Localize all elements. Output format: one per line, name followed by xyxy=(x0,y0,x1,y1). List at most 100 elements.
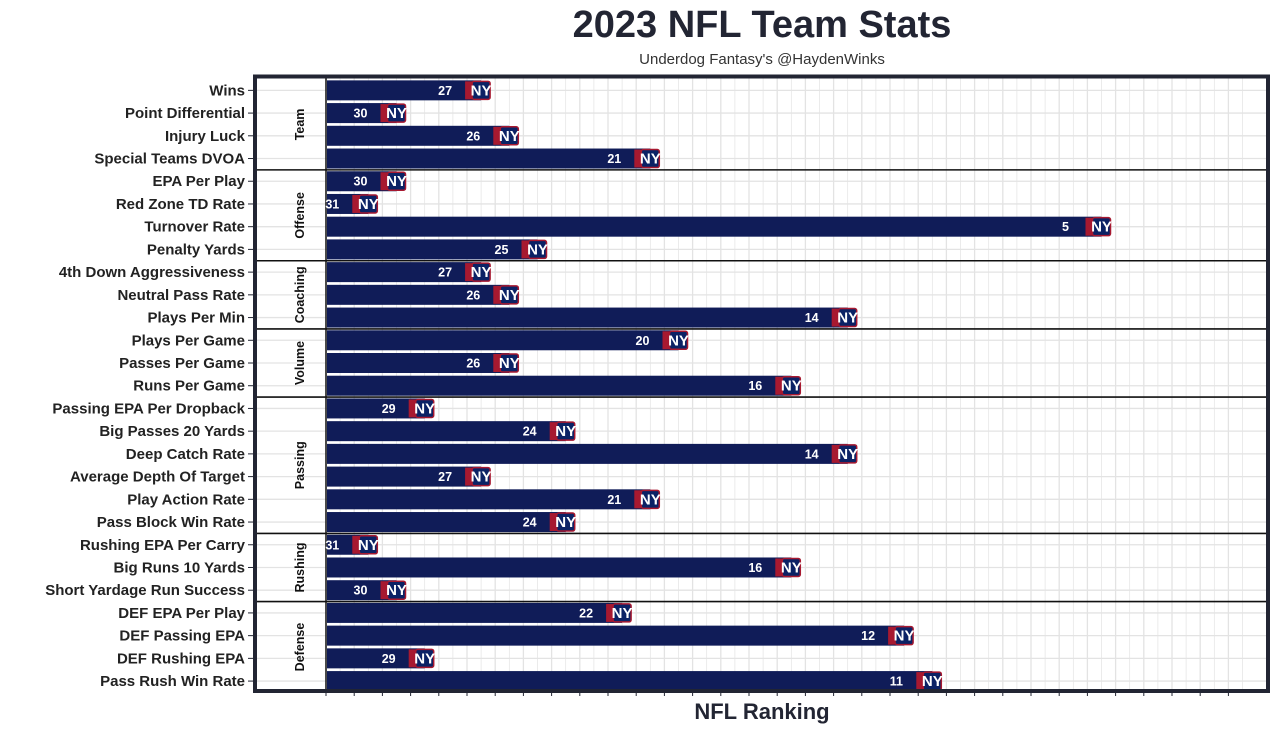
team-logo-icon: NY xyxy=(831,444,858,464)
team-logo-icon: NY xyxy=(831,307,858,328)
bar-value-label: 25 xyxy=(495,243,509,257)
bar-value-label: 31 xyxy=(325,538,339,552)
team-logo-text: NY xyxy=(386,105,407,122)
chart-title: 2023 NFL Team Stats xyxy=(573,4,952,46)
group-separators xyxy=(255,169,1268,603)
bar-value-label: 24 xyxy=(523,425,537,439)
team-logo-icon: NY xyxy=(465,466,492,487)
group-label: Passing xyxy=(293,441,307,489)
bar-value-label: 27 xyxy=(438,470,452,484)
bar-value-label: 31 xyxy=(325,197,339,211)
category-label: Neutral Pass Rate xyxy=(117,287,245,304)
team-logo-text: NY xyxy=(358,537,379,554)
category-label: Passing EPA Per Dropback xyxy=(52,400,245,417)
team-logo-text: NY xyxy=(894,628,915,645)
x-axis-label: NFL Ranking xyxy=(694,699,829,724)
team-logo-icon: NY xyxy=(408,398,435,419)
team-logo-icon: NY xyxy=(606,603,633,623)
group-label: Offense xyxy=(293,192,307,239)
category-label: Big Passes 20 Yards xyxy=(99,423,245,440)
category-label: Penalty Yards xyxy=(147,241,245,258)
category-label: DEF Passing EPA xyxy=(119,628,245,645)
team-logo-text: NY xyxy=(781,378,802,395)
bar xyxy=(327,625,905,646)
bar-value-label: 5 xyxy=(1062,220,1069,234)
bar xyxy=(327,398,425,419)
group-label: Defense xyxy=(293,623,307,672)
bar-value-label: 30 xyxy=(354,175,368,189)
team-logo-icon: NY xyxy=(634,148,661,169)
bar-value-label: 26 xyxy=(466,288,480,302)
team-logo-text: NY xyxy=(358,196,379,213)
category-labels: Wins Point Differential Injury Luck Special… xyxy=(45,82,245,690)
team-logo-icon: NY xyxy=(1085,216,1112,237)
team-logo-icon: NY xyxy=(521,239,548,260)
bar xyxy=(327,671,933,692)
bar-value-label: 22 xyxy=(579,606,593,620)
bar xyxy=(327,353,510,373)
team-logo-text: NY xyxy=(922,673,943,690)
team-logo-icon: NY xyxy=(916,671,943,691)
group-strip: Team Offense Coaching Volume Passing Rushing D… xyxy=(293,78,327,689)
team-logo-text: NY xyxy=(386,173,407,190)
team-logo-text: NY xyxy=(640,491,661,508)
bar xyxy=(327,602,623,623)
bar-value-label: 11 xyxy=(890,675,903,689)
team-logo-icon: NY xyxy=(549,421,576,441)
team-logo-icon: NY xyxy=(408,648,435,669)
bar xyxy=(327,580,397,601)
team-logo-text: NY xyxy=(499,287,520,304)
team-logo-icon: NY xyxy=(493,353,520,373)
team-logo-icon: NY xyxy=(888,625,915,646)
bar xyxy=(327,466,482,487)
team-logo-text: NY xyxy=(555,423,576,440)
bar-value-label: 24 xyxy=(523,516,537,530)
bar-value-label: 27 xyxy=(438,84,452,98)
bar-value-label: 14 xyxy=(805,311,819,325)
bar xyxy=(327,125,510,146)
team-logo-text: NY xyxy=(837,310,858,327)
team-logo-text: NY xyxy=(781,559,802,576)
team-logo-icon: NY xyxy=(465,80,492,101)
bar xyxy=(327,171,397,192)
category-label: Special Teams DVOA xyxy=(94,151,245,168)
team-logo-icon: NY xyxy=(465,262,492,282)
group-label: Rushing xyxy=(293,542,307,592)
group-label: Coaching xyxy=(293,266,307,323)
team-logo-text: NY xyxy=(612,605,633,622)
category-label: Play Action Rate xyxy=(127,491,245,508)
team-logo-text: NY xyxy=(527,241,548,258)
bar xyxy=(327,330,679,351)
team-logo-icon: NY xyxy=(549,512,576,532)
bar xyxy=(327,557,792,578)
team-logo-icon: NY xyxy=(775,557,802,578)
group-label: Volume xyxy=(293,341,307,385)
bar-value-label: 29 xyxy=(382,402,396,416)
team-logo-text: NY xyxy=(668,332,689,349)
bar xyxy=(327,239,538,260)
bar xyxy=(327,375,792,396)
bar-value-label: 16 xyxy=(748,379,762,393)
team-logo-icon: NY xyxy=(493,285,520,305)
category-label: Wins xyxy=(209,82,245,99)
bar-value-label: 12 xyxy=(861,629,875,643)
bar xyxy=(327,648,425,669)
team-logo-text: NY xyxy=(414,400,435,417)
team-logo-text: NY xyxy=(640,151,661,168)
category-label: Deep Catch Rate xyxy=(126,446,245,463)
category-label: DEF EPA Per Play xyxy=(118,605,245,622)
team-logo-text: NY xyxy=(837,446,858,463)
category-label: Plays Per Min xyxy=(147,310,245,327)
bar xyxy=(327,80,482,101)
team-logo-icon: NY xyxy=(493,126,520,146)
bar xyxy=(327,489,651,510)
category-label: 4th Down Aggressiveness xyxy=(59,264,245,281)
bar-value-label: 20 xyxy=(636,334,650,348)
bar-value-label: 16 xyxy=(748,561,762,575)
category-label: DEF Rushing EPA xyxy=(117,650,245,667)
category-label: Plays Per Game xyxy=(132,332,245,349)
team-logo-text: NY xyxy=(471,82,492,99)
bar-value-label: 26 xyxy=(466,129,480,143)
category-label: Passes Per Game xyxy=(119,355,245,372)
